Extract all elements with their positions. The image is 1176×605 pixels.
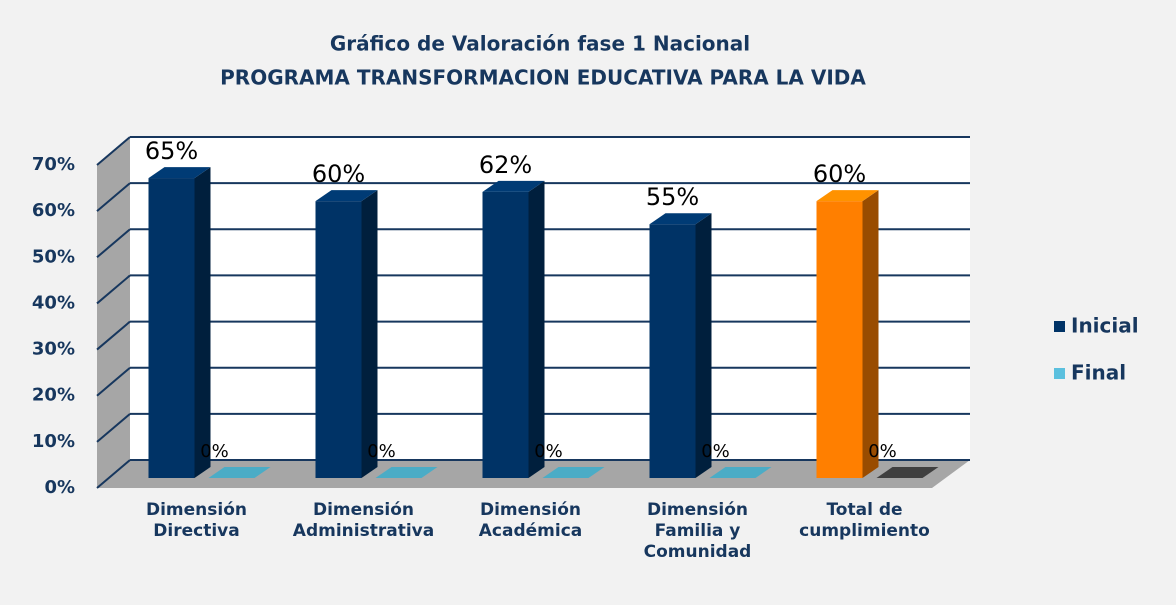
grid-line [96,413,131,443]
bar [816,190,879,478]
bar-top [482,180,545,192]
y-tick-label: 0% [44,477,75,498]
value-label: 0% [534,441,563,462]
chart-title: Gráfico de Valoración fase 1 Nacional [330,32,750,56]
grid-line [96,320,131,351]
bar-front [649,224,696,478]
value-label: 60% [813,160,866,188]
legend-label: Inicial [1071,314,1139,338]
bar [876,467,939,478]
bar-top [709,467,772,478]
bar [709,467,772,478]
value-label: 0% [367,441,396,462]
legend-swatch [1054,321,1065,332]
y-tick-label: 30% [32,339,75,360]
y-tick-label: 10% [32,431,75,452]
y-tick-label: 50% [32,246,75,267]
bar [208,467,271,478]
legend-label: Final [1071,361,1126,385]
x-tick-label: Dimensión Familia y Comunidad [643,500,752,562]
grid-line [96,366,131,397]
bar-top [816,190,879,202]
value-label: 62% [479,151,532,179]
bar-top [876,467,939,478]
legend-swatch [1054,368,1065,379]
x-tick-label: Total de cumplimiento [799,500,930,541]
bar [315,190,378,478]
bar [482,180,545,478]
bar-top [649,213,712,225]
bar-front [148,178,195,479]
value-label: 0% [200,441,229,462]
bar [375,467,438,478]
grid-line [96,182,131,212]
grid-line [96,459,131,489]
bar-top [315,190,378,202]
bar [649,213,712,478]
value-label: 60% [312,160,365,188]
bar-front [482,191,529,478]
x-tick-label: Dimensión Académica [478,500,583,541]
bar-top [375,467,438,478]
bar [148,167,211,479]
bar-top [208,467,271,478]
grid-line [96,274,131,305]
y-tick-label: 60% [32,200,75,221]
bar-front [315,201,362,478]
grid-line [96,136,131,166]
bar-side [862,190,879,478]
y-tick-label: 20% [32,385,75,406]
y-tick-label: 70% [32,154,75,175]
grid-line [96,228,131,259]
y-tick-label: 40% [32,292,75,313]
value-label: 0% [868,441,897,462]
bar-side [361,190,378,478]
bar-top [542,467,605,478]
value-label: 55% [646,183,699,211]
value-label: 0% [701,441,730,462]
bar [542,467,605,478]
bar-side [695,213,712,478]
bar-side [528,180,545,478]
side-wall [97,137,130,488]
bar-side [194,167,211,479]
x-tick-label: Dimensión Directiva [145,500,247,541]
chart-subtitle: PROGRAMA TRANSFORMACION EDUCATIVA PARA L… [220,66,866,90]
value-label: 65% [145,137,198,165]
bar-top [148,167,211,179]
x-tick-label: Dimensión Administrativa [292,500,435,541]
bar-front [816,201,863,478]
